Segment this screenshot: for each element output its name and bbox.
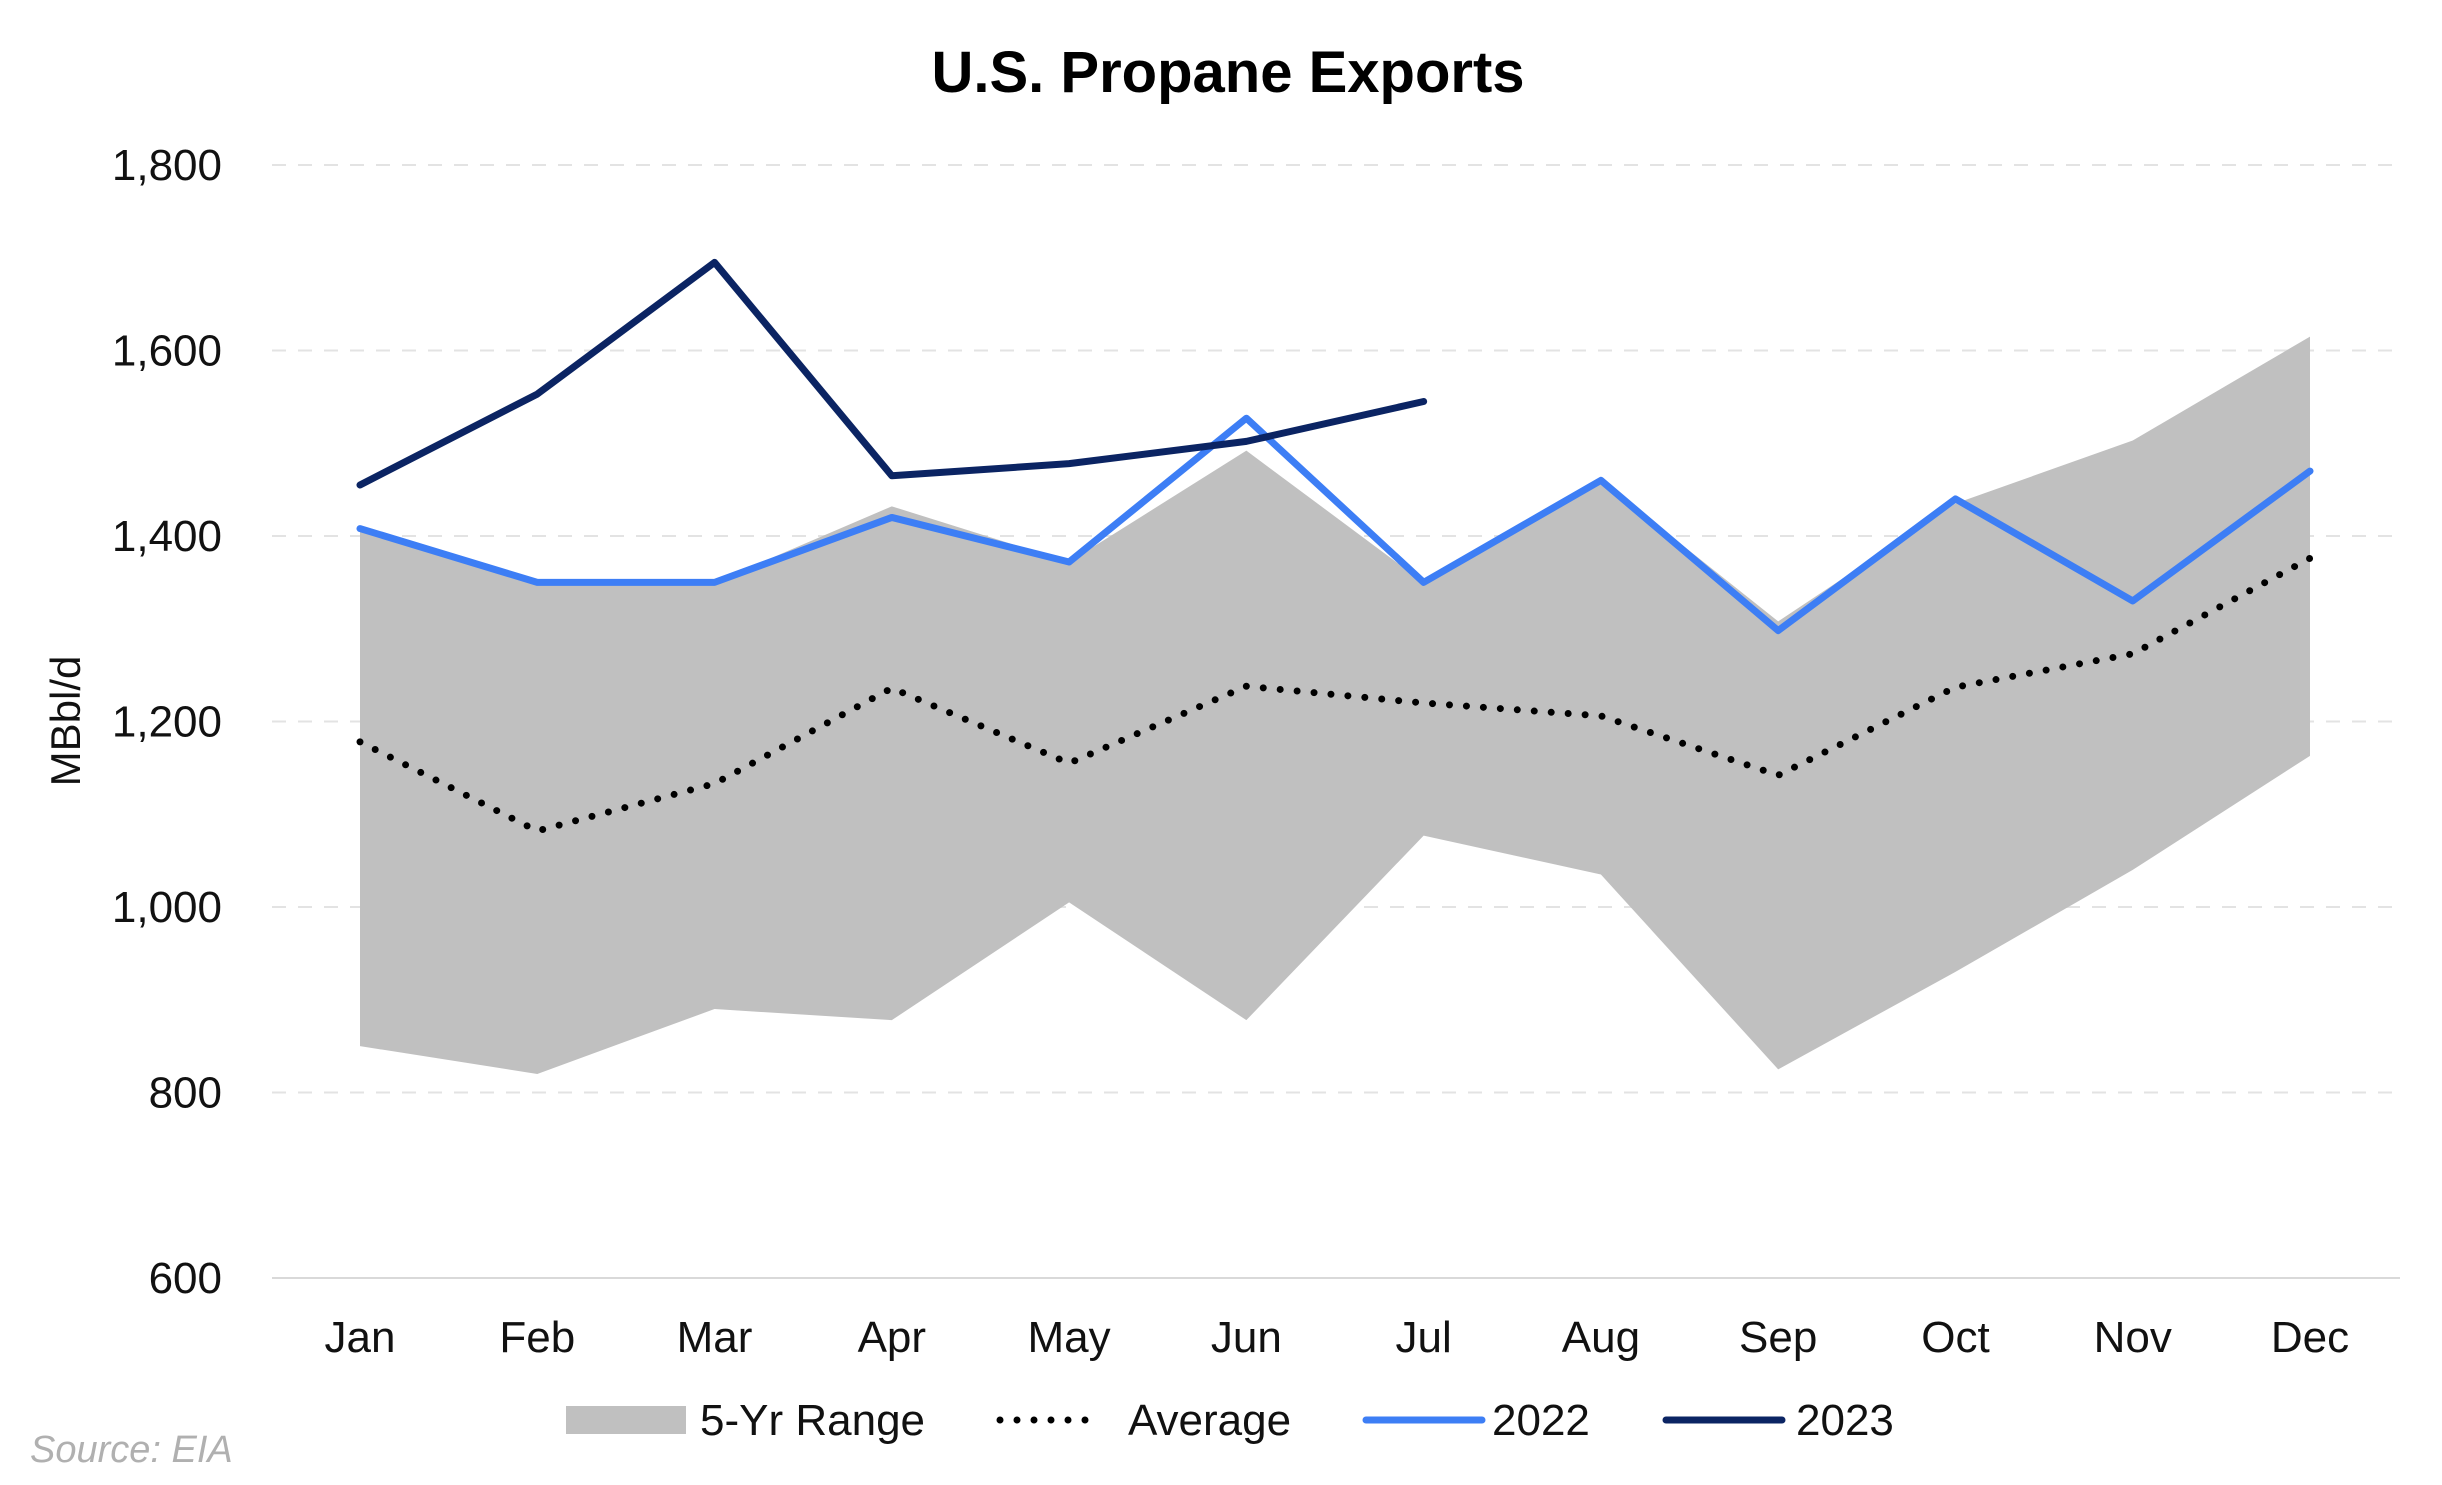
x-tick-label-nov: Nov	[2094, 1313, 2172, 1362]
y-tick-label: 1,400	[112, 512, 222, 561]
x-tick-label-apr: Apr	[858, 1313, 926, 1362]
x-tick-label-aug: Aug	[1562, 1313, 1640, 1362]
x-tick-label-jan: Jan	[325, 1313, 396, 1362]
five-year-range-area	[360, 336, 2310, 1074]
five-year-range-band	[360, 336, 2310, 1074]
legend-label-average: Average	[1128, 1396, 1291, 1445]
legend-swatch-range	[566, 1406, 686, 1434]
legend-label-2023: 2023	[1796, 1396, 1894, 1445]
x-tick-label-jul: Jul	[1396, 1313, 1452, 1362]
x-tick-label-may: May	[1028, 1313, 1111, 1362]
y-tick-label: 800	[149, 1069, 222, 1118]
x-tick-label-jun: Jun	[1211, 1313, 1282, 1362]
y-tick-label: 1,000	[112, 883, 222, 932]
y-axis-label: MBbl/d	[42, 656, 89, 787]
x-axis-ticks: Jan Feb Mar Apr May Jun Jul Aug Sep Oct Nov Dec	[325, 1313, 2350, 1362]
y-axis-ticks: 600 800 1,000 1,200 1,400 1,600 1,800	[112, 141, 222, 1303]
y-tick-label: 1,200	[112, 698, 222, 747]
y-tick-label: 1,600	[112, 327, 222, 376]
legend: 5-Yr Range Average 2022 2023	[566, 1396, 1894, 1445]
legend-label-range: 5-Yr Range	[700, 1396, 925, 1445]
x-tick-label-oct: Oct	[1921, 1313, 1989, 1362]
y-tick-label: 1,800	[112, 141, 222, 190]
series-lines	[356, 258, 2314, 835]
source-note: Source: EIA	[30, 1429, 233, 1471]
x-tick-label-sep: Sep	[1739, 1313, 1817, 1362]
series-line-2022	[356, 414, 2314, 635]
legend-label-2022: 2022	[1492, 1396, 1590, 1445]
x-tick-label-dec: Dec	[2271, 1313, 2349, 1362]
y-tick-label: 600	[149, 1254, 222, 1303]
chart-title: U.S. Propane Exports	[931, 40, 1524, 105]
series-line-2023	[356, 258, 1428, 489]
x-tick-label-feb: Feb	[499, 1313, 575, 1362]
x-tick-label-mar: Mar	[677, 1313, 753, 1362]
